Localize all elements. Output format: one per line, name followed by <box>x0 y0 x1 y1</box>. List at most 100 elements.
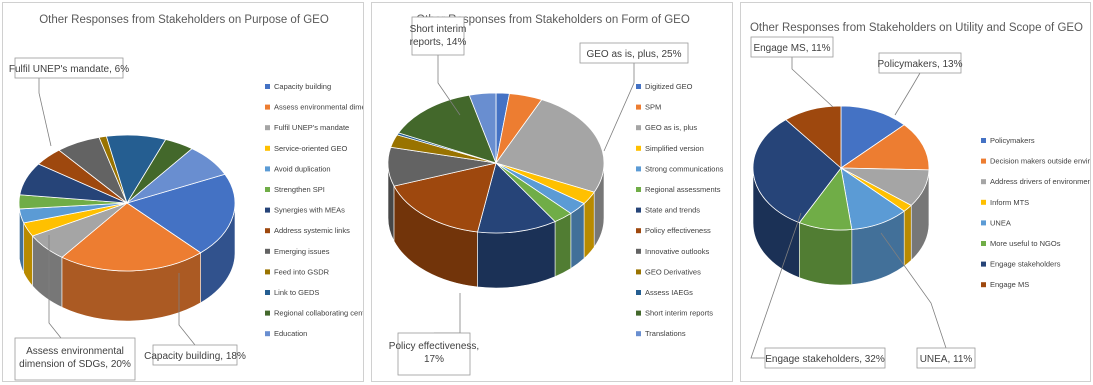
legend-label-address-systemic-links: Address systemic links <box>274 226 350 235</box>
legend-label-innovative-outlooks: Innovative outlooks <box>645 247 709 256</box>
legend-label-spm: SPM <box>645 103 661 112</box>
legend-label-regional-collaborating-centres: Regional collaborating centres <box>274 309 364 318</box>
data-label-engage-stakeholders-leader <box>750 212 802 359</box>
legend-label-avoid-duplication: Avoid duplication <box>274 164 331 173</box>
data-label-engage-stakeholders: Engage stakeholders, 32% <box>765 354 885 365</box>
legend-label-short-interim-reports: Short interim reports <box>645 309 713 318</box>
pie-side-regional-assessments <box>554 212 572 278</box>
chart-panel-utility: Other Responses from Stakeholders on Uti… <box>740 2 1091 382</box>
legend-swatch-assess-environmental-dimension-of-sdgs <box>265 104 270 110</box>
legend-label-policy-effectiveness: Policy effectiveness <box>645 226 711 235</box>
legend-label-address-drivers-of-environmental-chan: Address drivers of environmental chan <box>990 177 1091 186</box>
legend-label-engage-ms: Engage MS <box>990 280 1029 289</box>
pie-slice-policy-effectiveness <box>393 162 497 233</box>
legend-swatch-link-to-geds <box>265 290 270 295</box>
legend-swatch-engage-stakeholders <box>981 261 986 267</box>
pie-top <box>18 134 236 272</box>
pie-side-inform-mts <box>903 204 912 267</box>
data-label-capacity-building-box <box>152 344 238 366</box>
chart-title: Other Responses from Stakeholders on Pur… <box>39 14 329 26</box>
pie-top <box>752 105 930 231</box>
legend-swatch-assess-iaegs <box>636 290 641 295</box>
chart-panel-form: Other Responses from Stakeholders on For… <box>371 2 733 382</box>
data-label-assess-environmental-dimension-of-sdgs: Assess environmental dimension of SDGs, 2… <box>19 346 131 370</box>
data-labels: Capacity building, 18% Assess environment… <box>9 57 246 381</box>
legend-label-regional-assessments: Regional assessments <box>645 185 721 194</box>
legend-label-assess-iaegs: Assess IAEGs <box>645 288 693 297</box>
legend-label-education: Education <box>274 329 307 338</box>
legend-label-strong-communications: Strong communications <box>645 164 724 173</box>
legend-swatch-education <box>265 331 270 337</box>
data-label-assess-environmental-dimension-of-sdgs-leader <box>48 235 62 339</box>
data-label-engage-ms: Engage MS, 11% <box>753 43 830 54</box>
legend-swatch-strengthen-spi <box>265 187 270 192</box>
legend-swatch-feed-into-gsdr <box>265 269 270 275</box>
legend-swatch-regional-assessments <box>636 187 641 192</box>
legend-label-unea: UNEA <box>990 218 1011 227</box>
legend-label-synergies-with-meas: Synergies with MEAs <box>274 206 345 215</box>
legend-label-geo-as-is-plus: GEO as is, plus <box>645 123 697 132</box>
legend-swatch-service-oriented-geo <box>265 145 270 151</box>
legend-swatch-emerging-issues <box>265 248 270 254</box>
legend-label-geo-derivatives: GEO Derivatives <box>645 267 701 276</box>
legend-label-engage-stakeholders: Engage stakeholders <box>990 260 1061 269</box>
data-label-capacity-building-leader <box>178 273 196 346</box>
pie-slice-state-and-trends <box>477 162 556 234</box>
data-label-engage-ms-leader <box>791 57 834 108</box>
legend-swatch-policymakers <box>981 138 986 143</box>
pie-slice-translations <box>468 92 497 164</box>
legend-label-state-and-trends: State and trends <box>645 206 700 215</box>
legend-swatch-avoid-duplication <box>265 166 270 172</box>
legend: Capacity building Assess environmental di… <box>265 82 364 338</box>
legend-swatch-geo-derivatives <box>636 269 641 275</box>
legend-swatch-innovative-outlooks <box>636 248 641 254</box>
pie-sides <box>387 162 605 289</box>
legend-swatch-engage-ms <box>981 282 986 288</box>
pie-side-strong-communications <box>570 202 585 269</box>
legend-swatch-address-drivers-of-environmental-chan <box>981 179 986 185</box>
chart-panel-purpose: Other Responses from Stakeholders on Pur… <box>2 2 364 382</box>
legend-label-fulfil-unep-s-mandate: Fulfil UNEP's mandate <box>274 123 349 132</box>
data-label-geo-as-is-plus-leader <box>603 63 635 152</box>
data-label-unea: UNEA, 11% <box>920 354 973 365</box>
data-label-short-interim-reports-leader <box>437 55 461 116</box>
legend: Policymakers Decision makers outside envi… <box>981 136 1091 289</box>
data-label-short-interim-reports: Short interim reports, 14% <box>410 24 467 48</box>
legend-swatch-unea <box>981 220 986 226</box>
data-labels: Short interim reports, 14% GEO as is, plus… <box>389 16 689 376</box>
pie-chart-utility: Other Responses from Stakeholders on Uti… <box>750 22 1091 369</box>
data-label-policy-effectiveness-box <box>397 332 471 376</box>
pie-slice-policymakers <box>840 105 905 169</box>
legend-swatch-synergies-with-meas <box>265 207 270 213</box>
data-label-fulfil-unep-s-mandate: Fulfil UNEP's mandate, 6% <box>9 64 129 75</box>
pie-slice-education <box>126 148 226 204</box>
data-label-unea-leader <box>880 232 947 349</box>
data-label-engage-ms-box <box>750 36 834 58</box>
legend-label-digitized-geo: Digitized GEO <box>645 82 693 91</box>
pie-sides <box>18 202 236 322</box>
pie-slice-engage-stakeholders <box>752 119 842 224</box>
pie-chart-purpose: Other Responses from Stakeholders on Pur… <box>9 14 364 381</box>
pie-slice-decision-makers-outside-environment <box>839 124 930 171</box>
legend-swatch-fulfil-unep-s-mandate <box>265 125 270 131</box>
legend-label-more-useful-to-ngos: More useful to NGOs <box>990 239 1061 248</box>
data-label-policymakers-leader <box>894 72 921 116</box>
data-label-short-interim-reports-box <box>411 16 465 56</box>
data-label-policy-effectiveness: Policy effectiveness, 17% <box>389 341 479 365</box>
legend-label-capacity-building: Capacity building <box>274 82 331 91</box>
data-label-capacity-building: Capacity building, 18% <box>144 351 246 362</box>
legend-label-simplified-version: Simplified version <box>645 144 704 153</box>
data-label-assess-environmental-dimension-of-sdgs-box <box>14 337 136 381</box>
data-label-fulfil-unep-s-mandate-leader <box>38 78 52 147</box>
pie-sides <box>752 167 930 286</box>
legend-swatch-simplified-version <box>636 145 641 151</box>
pie-side-more-useful-to-ngos <box>799 222 853 286</box>
legend-swatch-regional-collaborating-centres <box>265 310 270 316</box>
legend-label-assess-environmental-dimension-of-sdgs: Assess environmental dimension of SDGs <box>274 103 364 112</box>
chart-title: Other Responses from Stakeholders on For… <box>416 14 690 26</box>
legend-swatch-decision-makers-outside-environment <box>981 158 986 164</box>
legend-swatch-capacity-building <box>265 84 270 89</box>
data-label-policymakers-box <box>878 52 962 74</box>
legend-swatch-geo-as-is-plus <box>636 125 641 131</box>
pie-slice-engage-ms <box>785 105 842 169</box>
